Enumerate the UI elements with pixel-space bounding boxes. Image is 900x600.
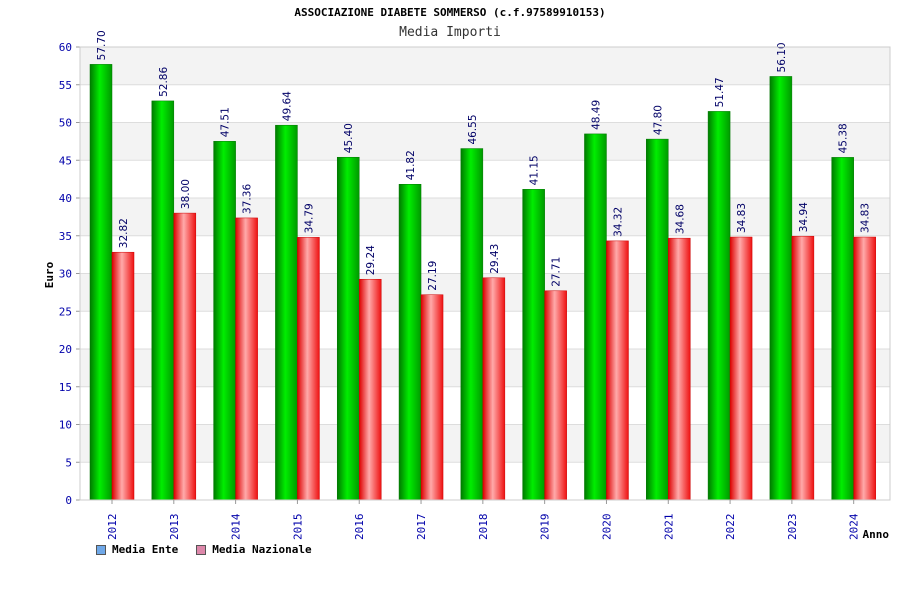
y-tick-label: 25 xyxy=(59,305,72,318)
plot-frame xyxy=(79,46,891,501)
bar-media-nazionale-2012 xyxy=(111,251,135,501)
bar-media-nazionale-2013 xyxy=(173,212,197,501)
bar-media-nazionale-2014 xyxy=(235,217,258,501)
x-tick-label: 2020 xyxy=(600,514,613,541)
bar-media-nazionale-2021 xyxy=(668,237,691,501)
y-tick-label: 35 xyxy=(59,230,72,243)
bar-media-ente-2012 xyxy=(89,64,113,501)
bar-media-ente-2021 xyxy=(646,138,669,501)
y-tick-label: 40 xyxy=(59,192,72,205)
y-tick-label: 0 xyxy=(65,494,72,507)
x-tick-label: 2024 xyxy=(848,513,861,540)
x-tick-label: 2015 xyxy=(291,514,304,541)
data-label: 34.94 xyxy=(798,202,810,232)
bar-media-nazionale-2024 xyxy=(853,236,876,501)
y-tick-label: 30 xyxy=(59,268,72,281)
data-label: 46.55 xyxy=(467,114,479,144)
grid-band xyxy=(80,198,890,236)
data-label: 34.32 xyxy=(612,207,624,237)
data-label: 47.51 xyxy=(220,107,232,137)
bar-media-ente-2023 xyxy=(769,76,793,501)
data-label: 34.68 xyxy=(674,204,686,234)
bar-media-ente-2015 xyxy=(275,124,298,501)
data-label: 37.36 xyxy=(242,184,254,214)
legend: Media Ente Media Nazionale xyxy=(96,543,312,556)
x-tick-label: 2014 xyxy=(230,513,243,540)
bar-media-nazionale-2018 xyxy=(482,277,506,501)
bar-media-ente-2024 xyxy=(831,157,854,501)
legend-label: Media Nazionale xyxy=(212,543,312,556)
data-label: 47.80 xyxy=(652,105,664,135)
data-label: 34.83 xyxy=(860,203,872,233)
data-label: 32.82 xyxy=(118,218,130,248)
legend-swatch xyxy=(96,544,106,555)
x-tick-label: 2013 xyxy=(168,514,181,541)
data-label: 41.15 xyxy=(529,155,541,185)
y-tick-label: 5 xyxy=(65,456,72,469)
data-label: 57.70 xyxy=(96,30,108,60)
chart-subtitle: Media Importi xyxy=(399,25,501,40)
bar-media-nazionale-2022 xyxy=(729,236,753,501)
bar-media-nazionale-2019 xyxy=(544,290,567,501)
data-label: 27.71 xyxy=(551,257,563,287)
data-label: 29.24 xyxy=(365,245,377,275)
bar-media-ente-2016 xyxy=(336,156,360,501)
x-tick-label: 2022 xyxy=(724,514,737,541)
y-tick-label: 10 xyxy=(59,419,72,432)
bar-media-ente-2013 xyxy=(151,100,175,501)
y-tick-label: 15 xyxy=(59,381,72,394)
y-tick-label: 45 xyxy=(59,154,72,167)
bar-media-nazionale-2015 xyxy=(297,237,320,501)
data-label: 34.83 xyxy=(736,203,748,233)
legend-item-media-ente: Media Ente xyxy=(96,543,178,556)
chart-title: ASSOCIAZIONE DIABETE SOMMERSO (c.f.97589… xyxy=(294,6,606,19)
grid-band xyxy=(80,47,890,85)
y-axis-label: Euro xyxy=(43,261,56,288)
y-tick-label: 55 xyxy=(59,79,72,92)
bar-media-nazionale-2016 xyxy=(358,278,382,501)
data-label: 29.43 xyxy=(489,244,501,274)
x-tick-label: 2021 xyxy=(662,514,675,541)
legend-label: Media Ente xyxy=(112,543,179,556)
y-tick-label: 60 xyxy=(59,41,72,54)
y-tick-label: 20 xyxy=(59,343,72,356)
x-tick-label: 2018 xyxy=(477,514,490,541)
x-axis-label: Anno xyxy=(863,528,890,541)
x-tick-label: 2019 xyxy=(539,514,552,541)
y-tick-label: 50 xyxy=(59,117,72,130)
data-label: 45.40 xyxy=(343,123,355,153)
bar-media-nazionale-2023 xyxy=(791,235,815,501)
bar-media-ente-2018 xyxy=(460,148,484,501)
legend-swatch xyxy=(196,544,207,555)
bar-media-nazionale-2020 xyxy=(606,240,629,501)
data-label: 49.64 xyxy=(281,91,293,121)
x-tick-label: 2017 xyxy=(415,514,428,541)
bar-media-nazionale-2017 xyxy=(420,294,444,501)
grid-band xyxy=(80,122,890,161)
bar-media-ente-2017 xyxy=(398,184,422,501)
legend-item-media-nazionale: Media Nazionale xyxy=(196,543,312,556)
bar-media-ente-2020 xyxy=(584,133,607,501)
data-label: 51.47 xyxy=(714,77,726,107)
bar-media-ente-2019 xyxy=(522,189,545,501)
data-label: 38.00 xyxy=(180,179,192,209)
x-tick-label: 2023 xyxy=(786,514,799,541)
data-label: 52.86 xyxy=(158,67,170,97)
x-tick-label: 2012 xyxy=(106,514,119,541)
x-tick-label: 2016 xyxy=(353,514,366,541)
data-label: 27.19 xyxy=(427,261,439,291)
data-label: 41.82 xyxy=(405,150,417,180)
bar-media-ente-2022 xyxy=(707,111,731,501)
bar-media-ente-2014 xyxy=(213,141,236,501)
data-label: 48.49 xyxy=(590,100,602,130)
data-label: 45.38 xyxy=(838,123,850,153)
data-label: 34.79 xyxy=(303,203,315,233)
data-label: 56.10 xyxy=(776,42,788,72)
